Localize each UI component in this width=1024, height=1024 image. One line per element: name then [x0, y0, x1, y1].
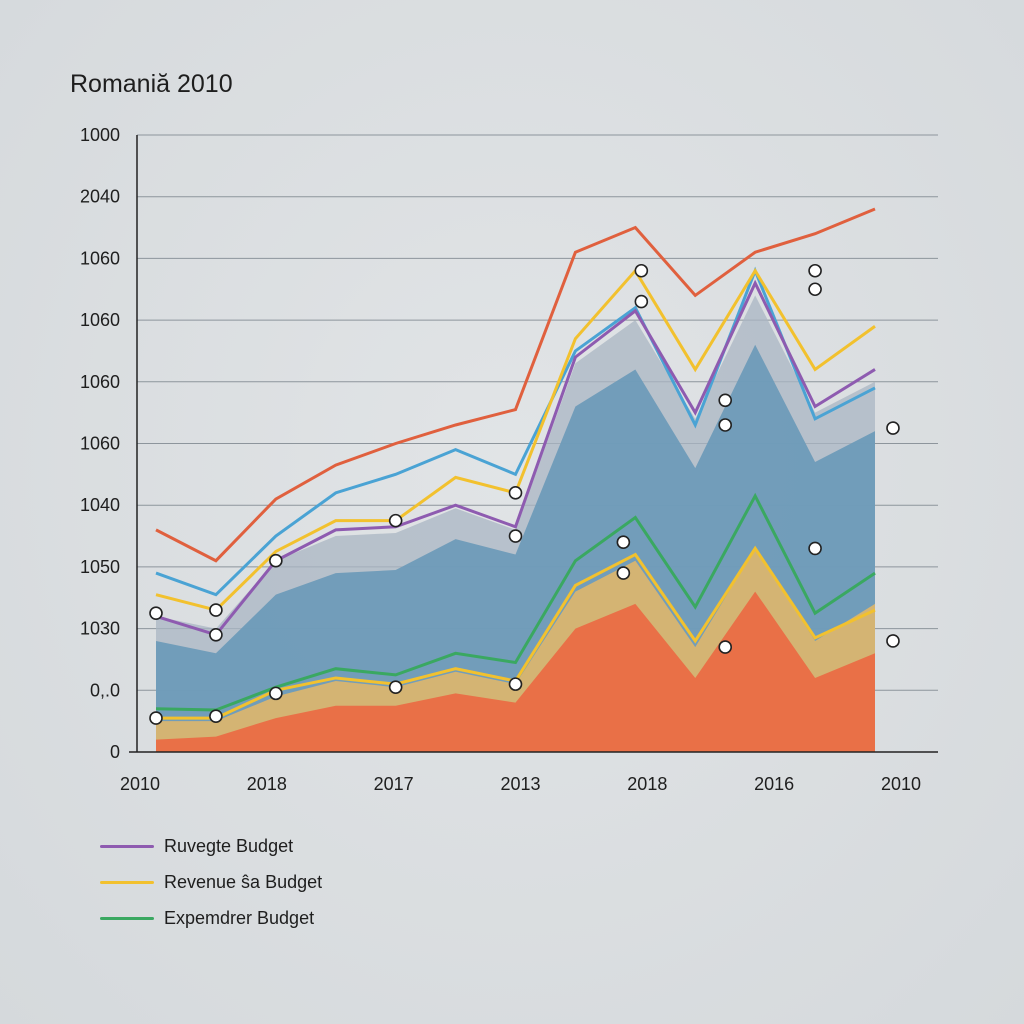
legend-label-2: Expemdrer Budget	[164, 907, 315, 928]
marker-20	[808, 541, 822, 556]
marker-0	[149, 606, 163, 620]
marker-13	[616, 566, 631, 580]
legend-swatch-0	[100, 844, 154, 848]
x-tick-label-6: 2010	[881, 774, 921, 794]
x-tick-label-1: 2018	[247, 774, 287, 794]
x-tick-label-4: 2018	[627, 774, 667, 794]
legend-swatch-2	[100, 916, 154, 920]
axes	[129, 135, 938, 753]
y-tick-label-0: 0	[110, 742, 120, 762]
legend-item-2: Expemdrer Budget	[100, 900, 322, 936]
line-series-5	[155, 207, 876, 563]
marker-14	[634, 294, 649, 309]
marker-23	[886, 634, 900, 648]
legend-item-0: Ruvegte Budget	[100, 828, 322, 864]
x-tick-label-3: 2013	[500, 774, 540, 794]
y-tick-label-1: 0,.0	[90, 680, 120, 700]
marker-6	[269, 686, 283, 701]
marker-16	[718, 418, 733, 432]
marker-3	[209, 709, 223, 724]
x-tick-label-5: 2016	[754, 774, 794, 794]
legend-item-1: Revenue ŝa Budget	[100, 864, 322, 900]
marker-2	[209, 627, 223, 642]
marker-17	[718, 640, 733, 654]
marker-5	[269, 553, 283, 568]
y-tick-label-9: 2040	[80, 187, 120, 207]
chart-title: Romaniă 2010	[70, 70, 233, 98]
x-tick-label-2: 2017	[374, 774, 414, 794]
legend: Ruvegte Budget Revenue ŝa Budget Expemdr…	[100, 828, 322, 936]
marker-19	[808, 282, 822, 297]
y-tick-label-10: 1000	[80, 125, 120, 145]
y-tick-label-4: 1040	[80, 495, 120, 515]
marker-8	[388, 680, 403, 695]
y-tick-label-7: 1060	[80, 310, 120, 330]
marker-group	[149, 263, 900, 725]
marker-1	[149, 711, 163, 725]
marker-22	[886, 421, 900, 435]
marker-9	[508, 529, 523, 543]
y-tick-label-5: 1060	[80, 434, 120, 454]
marker-10	[508, 677, 523, 691]
y-tick-label-2: 1030	[80, 619, 120, 639]
legend-label-1: Revenue ŝa Budget	[164, 871, 323, 892]
legend-label-0: Ruvegte Budget	[164, 835, 294, 856]
y-tick-label-8: 1060	[80, 248, 120, 268]
marker-4	[209, 603, 223, 617]
marker-15	[634, 263, 649, 278]
y-tick-label-6: 1060	[80, 372, 120, 392]
x-tick-labels: 2010 2018 2017 2013 2018 2016 2010	[120, 774, 921, 794]
x-tick-label-0: 2010	[120, 774, 160, 794]
legend-swatch-1	[100, 880, 154, 884]
y-tick-labels: 0 0,.0 1030 1050 1040 1060 1060 1060 1060 2040 100…	[80, 125, 120, 762]
marker-21	[808, 263, 822, 278]
marker-12	[616, 535, 631, 550]
area-orange-area	[156, 591, 875, 752]
marker-18	[718, 393, 733, 408]
marker-11	[508, 486, 523, 500]
y-tick-label-3: 1050	[80, 557, 120, 577]
marker-7	[388, 513, 403, 528]
area-series-group	[156, 295, 875, 752]
